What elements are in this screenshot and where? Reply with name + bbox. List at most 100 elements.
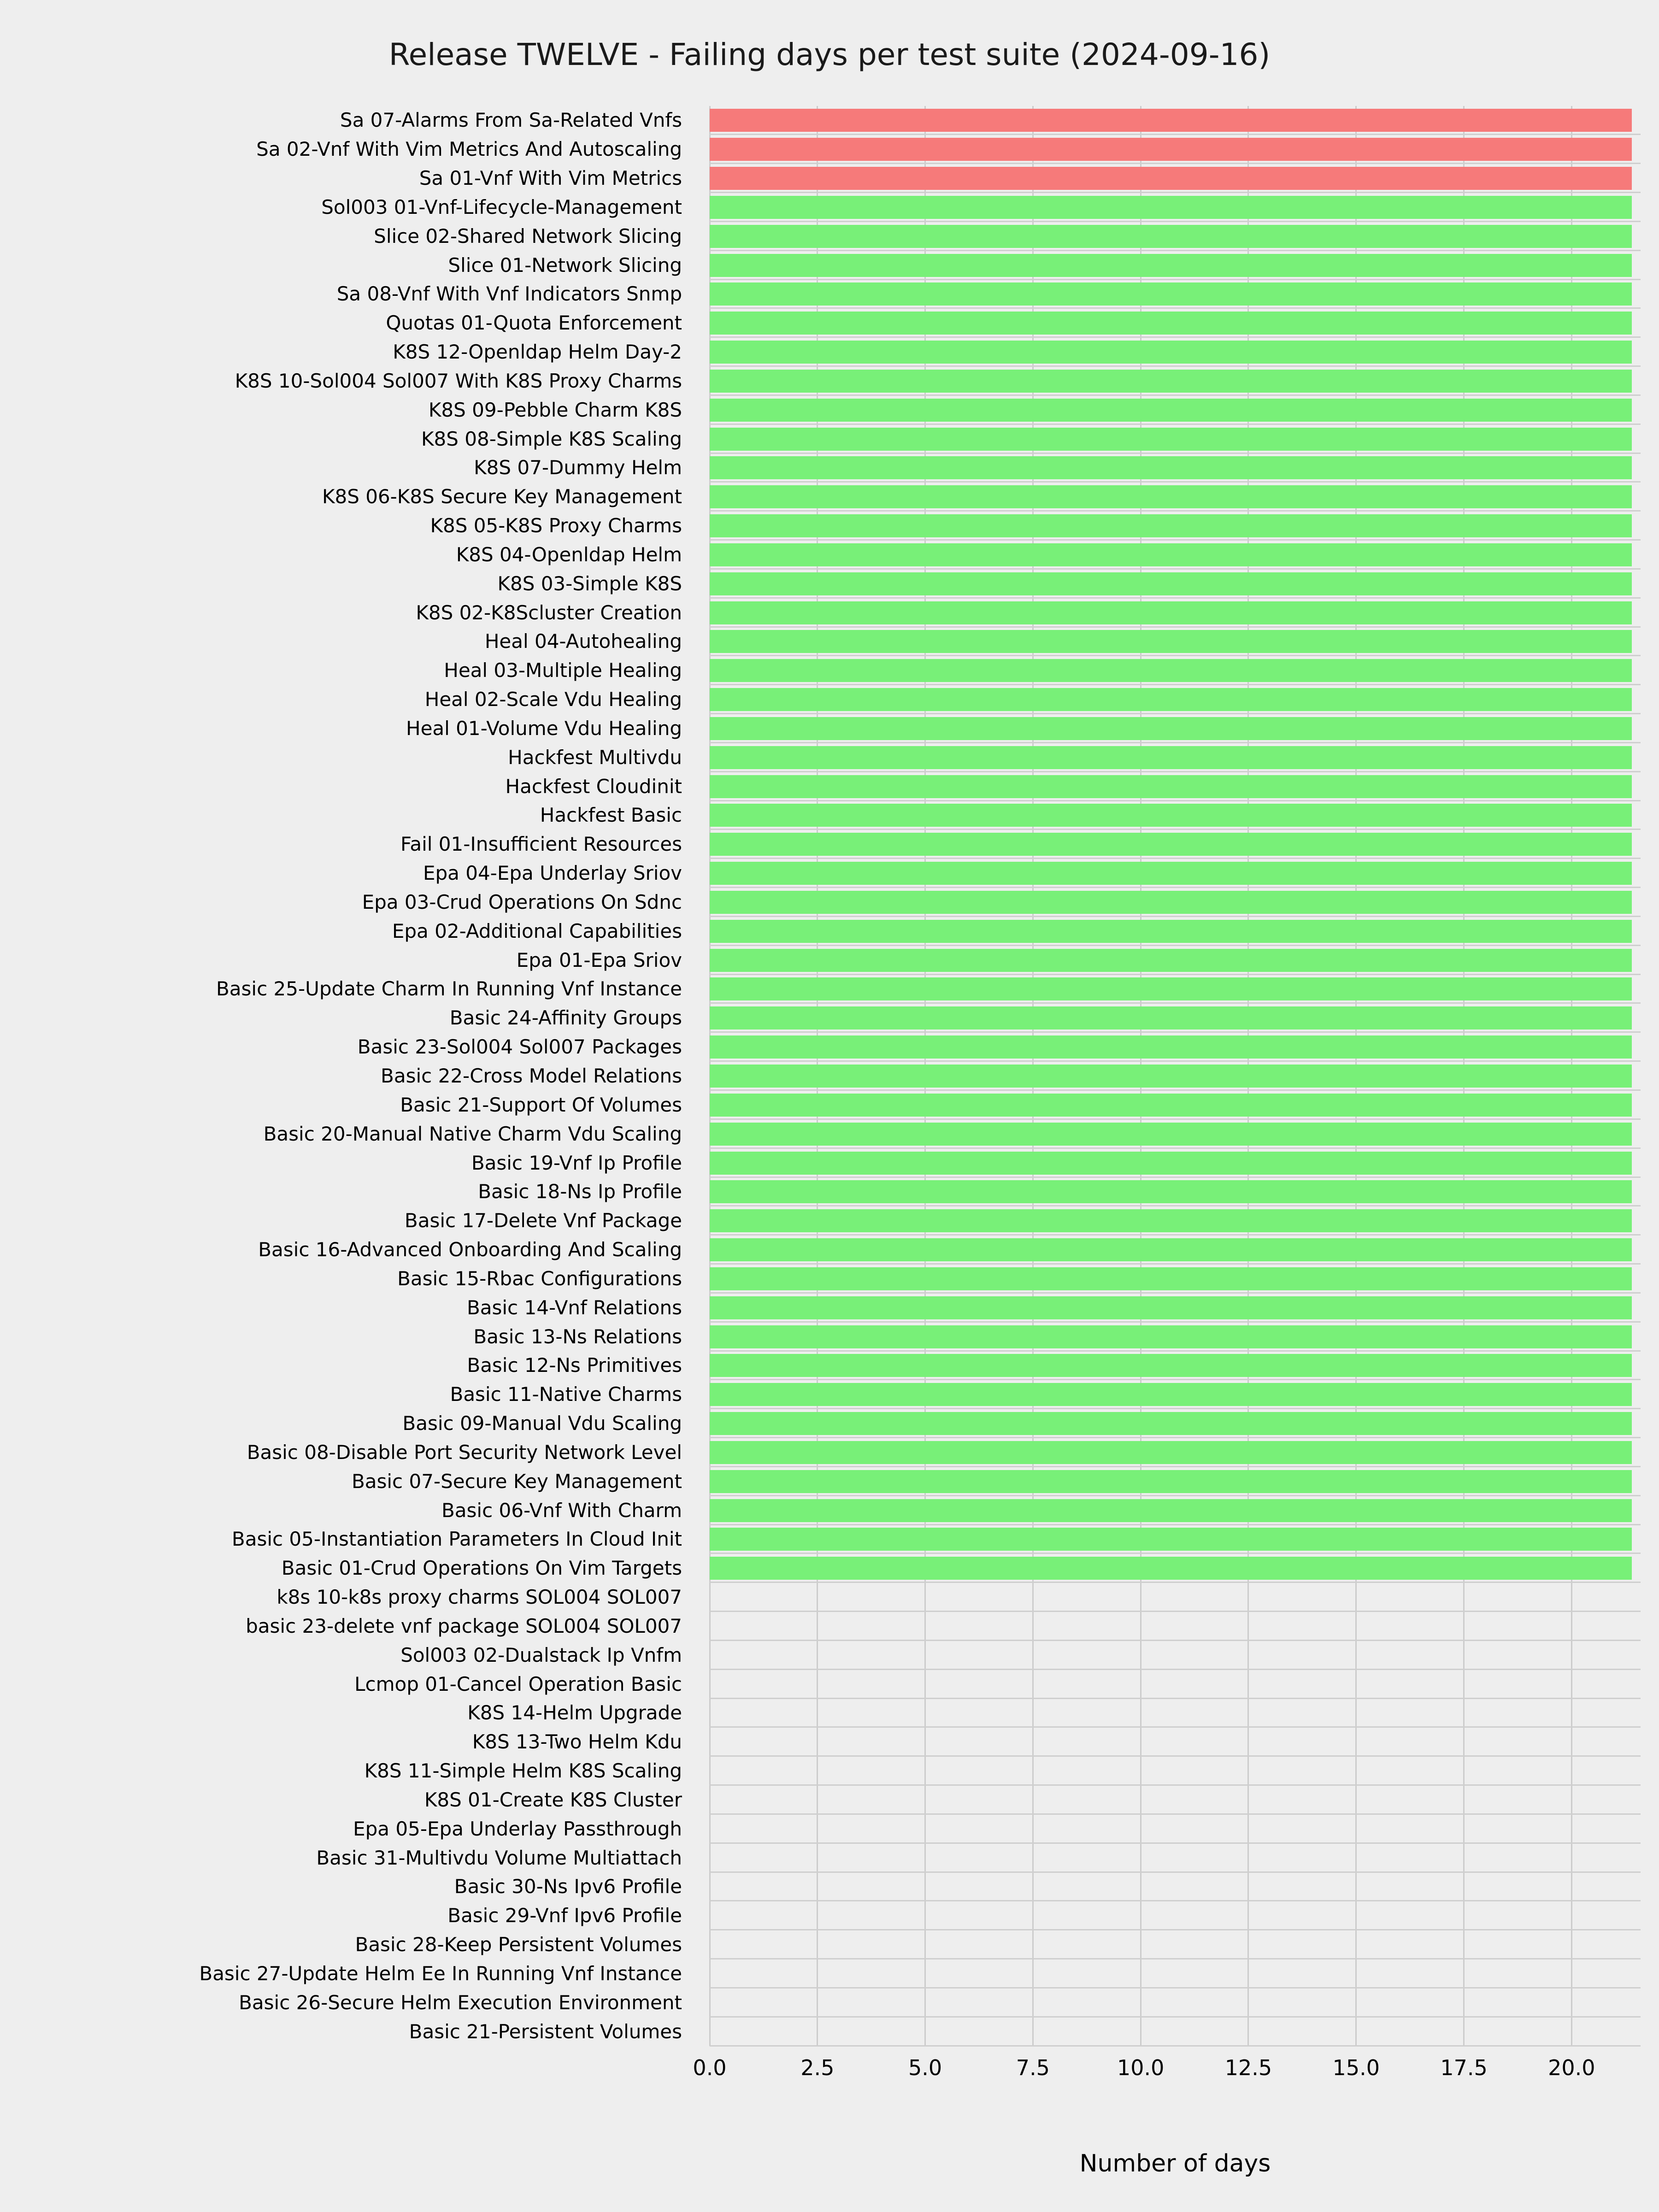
- horizontal-gridline: [710, 250, 1641, 251]
- y-tick-label: Basic 06-Vnf With Charm: [441, 1499, 682, 1522]
- bar: [710, 456, 1632, 479]
- bar: [710, 1152, 1632, 1175]
- bar: [710, 833, 1632, 856]
- y-tick-label: Basic 20-Manual Native Charm Vdu Scaling: [263, 1123, 682, 1145]
- horizontal-gridline: [710, 1611, 1641, 1612]
- horizontal-gridline: [710, 1553, 1641, 1554]
- y-tick-label: Heal 01-Volume Vdu Healing: [406, 717, 682, 740]
- y-tick-label: Basic 11-Native Charms: [450, 1383, 682, 1406]
- horizontal-gridline: [710, 336, 1641, 338]
- bar: [710, 977, 1632, 1000]
- bar: [710, 370, 1632, 393]
- y-tick-label: Basic 26-Secure Helm Execution Environme…: [239, 1991, 682, 2014]
- bar: [710, 1035, 1632, 1059]
- bar: [710, 891, 1632, 914]
- horizontal-gridline: [710, 742, 1641, 743]
- bar: [710, 717, 1632, 740]
- horizontal-gridline: [710, 1263, 1641, 1265]
- horizontal-gridline: [710, 974, 1641, 975]
- horizontal-gridline: [710, 539, 1641, 541]
- horizontal-gridline: [710, 365, 1641, 367]
- y-tick-label: Slice 02-Shared Network Slicing: [374, 225, 682, 247]
- bar: [710, 775, 1632, 798]
- y-tick-label: Hackfest Cloudinit: [505, 775, 682, 798]
- bar: [710, 688, 1632, 711]
- horizontal-gridline: [710, 1784, 1641, 1786]
- bar: [710, 659, 1632, 682]
- horizontal-gridline: [710, 192, 1641, 193]
- x-axis-label: Number of days: [1079, 2150, 1271, 2177]
- bar: [710, 1470, 1632, 1493]
- horizontal-gridline: [710, 713, 1641, 714]
- bar: [710, 399, 1632, 422]
- bar: [710, 601, 1632, 624]
- y-tick-label: K8S 09-Pebble Charm K8S: [428, 399, 682, 421]
- plot-area: [709, 106, 1641, 2047]
- x-axis-tick-labels: 0.0 2.5 5.0 7.5 10.0 12.5 15.0 17.5 20.0: [0, 2055, 1659, 2111]
- y-tick-label: Fail 01-Insufficient Resources: [400, 833, 682, 855]
- horizontal-gridline: [710, 1292, 1641, 1294]
- bar: [710, 1065, 1632, 1088]
- y-tick-label: Hackfest Multivdu: [508, 746, 682, 769]
- bar: [710, 1557, 1632, 1580]
- horizontal-gridline: [710, 1002, 1641, 1004]
- horizontal-gridline: [710, 307, 1641, 309]
- horizontal-gridline: [710, 1495, 1641, 1496]
- bar: [710, 312, 1632, 335]
- y-tick-label: K8S 02-K8Scluster Creation: [416, 601, 682, 624]
- y-tick-label: Sol003 02-Dualstack Ip Vnfm: [400, 1644, 682, 1666]
- bar: [710, 1094, 1632, 1117]
- y-tick-label: Basic 12-Ns Primitives: [467, 1354, 682, 1377]
- y-tick-label: Basic 29-Vnf Ipv6 Profile: [447, 1904, 682, 1927]
- horizontal-gridline: [710, 1524, 1641, 1525]
- horizontal-gridline: [710, 916, 1641, 917]
- bar: [710, 1441, 1632, 1464]
- y-tick-label: Quotas 01-Quota Enforcement: [386, 312, 682, 334]
- y-tick-label: Heal 03-Multiple Healing: [444, 659, 682, 682]
- bar: [710, 630, 1632, 653]
- bar: [710, 1528, 1632, 1551]
- y-tick-label: K8S 07-Dummy Helm: [474, 456, 682, 479]
- bar: [710, 1499, 1632, 1522]
- horizontal-gridline: [710, 1147, 1641, 1149]
- bar: [710, 1296, 1632, 1319]
- y-tick-label: Sa 02-Vnf With Vim Metrics And Autoscali…: [256, 138, 682, 160]
- y-tick-label: Basic 27-Update Helm Ee In Running Vnf I…: [199, 1962, 682, 1985]
- y-tick-label: Sol003 01-Vnf-Lifecycle-Management: [321, 196, 682, 218]
- bar: [710, 109, 1632, 132]
- y-tick-label: basic 23-delete vnf package SOL004 SOL00…: [246, 1615, 682, 1637]
- y-tick-label: Basic 17-Delete Vnf Package: [404, 1209, 682, 1232]
- horizontal-gridline: [710, 887, 1641, 888]
- horizontal-gridline: [710, 134, 1641, 135]
- horizontal-gridline: [710, 481, 1641, 482]
- y-tick-label: Lcmop 01-Cancel Operation Basic: [354, 1673, 682, 1695]
- bar: [710, 138, 1632, 161]
- horizontal-gridline: [710, 1900, 1641, 1901]
- y-tick-label: Hackfest Basic: [540, 804, 682, 826]
- x-tick-label: 15.0: [1332, 2055, 1380, 2080]
- bar: [710, 1267, 1632, 1290]
- horizontal-gridline: [710, 626, 1641, 628]
- y-tick-label: K8S 04-Openldap Helm: [456, 543, 682, 566]
- horizontal-gridline: [710, 221, 1641, 222]
- horizontal-gridline: [710, 1582, 1641, 1583]
- bar: [710, 1006, 1632, 1030]
- bar: [710, 341, 1632, 364]
- bar: [710, 428, 1632, 451]
- y-tick-label: K8S 01-Create K8S Cluster: [424, 1788, 682, 1811]
- y-tick-label: Basic 25-Update Charm In Running Vnf Ins…: [216, 977, 682, 1000]
- bar: [710, 514, 1632, 537]
- chart-title: Release TWELVE - Failing days per test s…: [388, 37, 1271, 72]
- y-tick-label: k8s 10-k8s proxy charms SOL004 SOL007: [276, 1586, 682, 1608]
- y-tick-label: Epa 01-Epa Sriov: [516, 949, 682, 971]
- horizontal-gridline: [710, 1350, 1641, 1352]
- horizontal-gridline: [710, 1871, 1641, 1873]
- y-tick-label: K8S 12-Openldap Helm Day-2: [393, 341, 682, 363]
- bar: [710, 862, 1632, 885]
- bar: [710, 196, 1632, 219]
- y-axis-tick-labels: Sa 07-Alarms From Sa-Related Vnfs Sa 02-V…: [0, 106, 696, 2046]
- horizontal-gridline: [710, 424, 1641, 425]
- y-tick-label: Epa 03-Crud Operations On Sdnc: [362, 891, 682, 913]
- horizontal-gridline: [710, 1234, 1641, 1235]
